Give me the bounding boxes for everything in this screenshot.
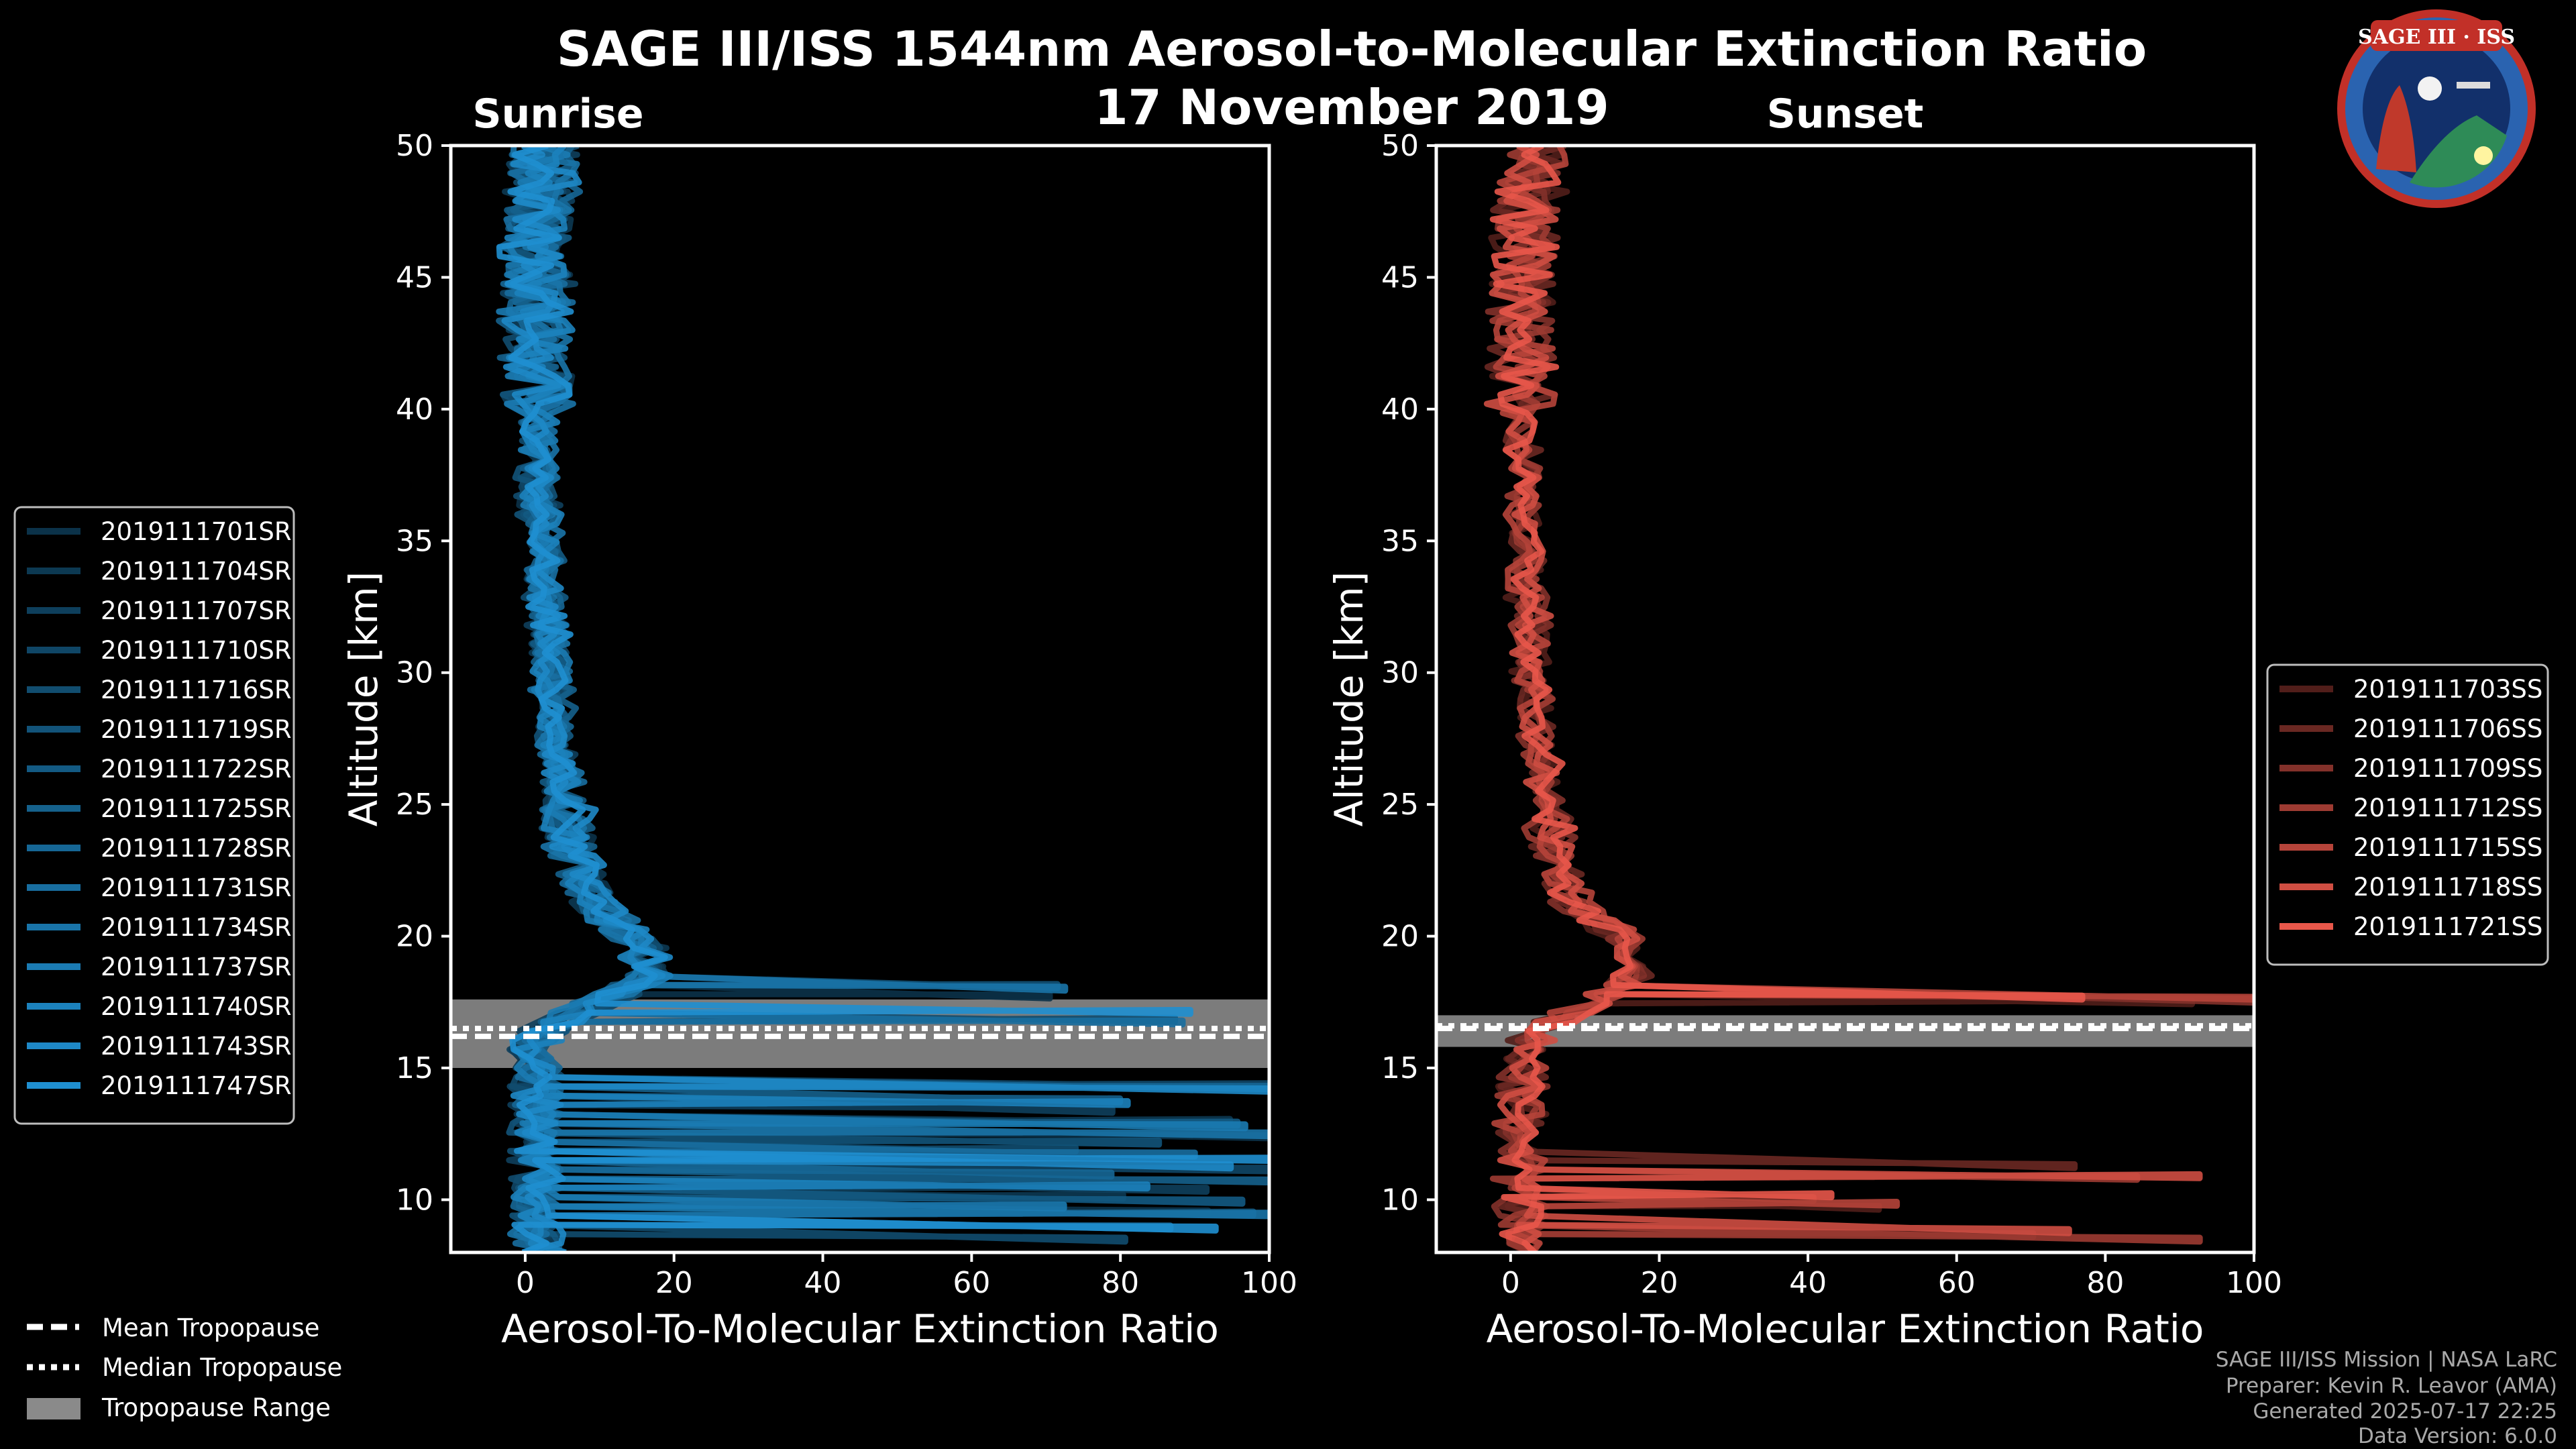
y-tick-label: 50 xyxy=(1381,129,1419,163)
tropopause-range-swatch xyxy=(27,1398,80,1419)
profile-line-2019111718SS xyxy=(1483,146,2203,1252)
logo-banner xyxy=(2371,20,2502,51)
credit-generated: Generated 2025-07-17 22:25 xyxy=(2253,1399,2557,1424)
x-tick-label: 0 xyxy=(516,1266,535,1300)
legend-entry: 2019111710SR xyxy=(101,636,292,665)
y-tick-label: 25 xyxy=(1381,788,1419,822)
plot-frame xyxy=(449,144,1271,1254)
legend-entry: 2019111725SR xyxy=(101,794,292,823)
panel-title: Sunset xyxy=(1767,91,1924,138)
legend-entry: 2019111709SS xyxy=(2353,754,2542,783)
y-tick-label: 15 xyxy=(396,1051,433,1085)
y-tick-label: 15 xyxy=(1381,1051,1419,1085)
legend-entry: 2019111716SR xyxy=(101,676,292,704)
mean-tropopause-label: Mean Tropopause xyxy=(102,1313,320,1342)
figure-date: 17 November 2019 xyxy=(1094,79,1609,136)
legend-entry: 2019111718SS xyxy=(2353,873,2542,902)
legend-entry: 2019111722SR xyxy=(101,755,292,784)
y-tick-label: 50 xyxy=(396,129,433,163)
sunrise-panel: 0 20 40 60 80 100 10 15 20 25 30 35 40 45 50 Aerosol-To… xyxy=(341,91,1297,1352)
y-tick-label: 45 xyxy=(1381,260,1419,294)
y-tick-label: 30 xyxy=(396,656,433,690)
y-tick-label: 35 xyxy=(1381,524,1419,558)
legend-entry: 2019111731SR xyxy=(101,873,292,902)
plot-area xyxy=(451,146,1269,1252)
profile-line-2019111721SS xyxy=(1489,146,2086,1252)
y-tick-label: 25 xyxy=(396,788,433,822)
y-tick-label: 10 xyxy=(1381,1183,1419,1217)
credits: SAGE III/ISS Mission | NASA LaRC Prepare… xyxy=(2216,1348,2557,1448)
y-tick-label: 40 xyxy=(396,392,433,427)
y-tick-label: 40 xyxy=(1381,392,1419,427)
x-tick-label: 60 xyxy=(953,1266,990,1300)
figure-title: SAGE III/ISS 1544nm Aerosol-to-Molecular… xyxy=(557,21,2147,77)
logo-text: SAGE III · ISS xyxy=(2358,25,2515,49)
plot-area xyxy=(1436,146,2254,1252)
legend-entry: 2019111712SS xyxy=(2353,794,2542,822)
iss-station-icon xyxy=(2457,82,2490,89)
y-axis-label: Altitude [km] xyxy=(1326,572,1372,826)
x-tick-label: 100 xyxy=(1241,1266,1297,1300)
x-tick-label: 100 xyxy=(2226,1266,2282,1300)
x-tick-label: 0 xyxy=(1501,1266,1520,1300)
credit-mission: SAGE III/ISS Mission | NASA LaRC xyxy=(2216,1348,2557,1372)
legend-entry: 2019111740SR xyxy=(101,992,292,1021)
legend-entry: 2019111743SR xyxy=(101,1032,292,1061)
median-tropopause-label: Median Tropopause xyxy=(102,1353,342,1382)
plot-frame xyxy=(1434,144,2256,1254)
legend-entry: 2019111707SR xyxy=(101,596,292,625)
legend-entry: 2019111721SS xyxy=(2353,912,2542,941)
sun-icon xyxy=(2474,146,2493,165)
panel-title: Sunrise xyxy=(472,91,643,138)
sunrise-legend: 2019111701SR 2019111704SR 2019111707SR 2019… xyxy=(13,506,295,1125)
profile-line-2019111747SR xyxy=(496,146,1269,1252)
x-tick-label: 80 xyxy=(1102,1266,1139,1300)
credit-version: Data Version: 6.0.0 xyxy=(2358,1424,2557,1448)
legend-entry: 2019111704SR xyxy=(101,557,292,586)
sunset-panel: 0 20 40 60 80 100 10 15 20 25 30 35 40 45 50 Aerosol-To… xyxy=(1326,91,2282,1352)
y-axis-label: Altitude [km] xyxy=(341,572,386,826)
x-tick-label: 20 xyxy=(1640,1266,1678,1300)
tropopause-range-label: Tropopause Range xyxy=(101,1393,331,1422)
legend-entry: 2019111737SR xyxy=(101,953,292,981)
legend-entry: 2019111701SR xyxy=(101,517,292,546)
y-tick-label: 20 xyxy=(396,920,433,954)
x-tick-label: 60 xyxy=(1938,1266,1976,1300)
legend-entry: 2019111728SR xyxy=(101,834,292,863)
legend-entry: 2019111719SR xyxy=(101,715,292,744)
earth-limb-icon xyxy=(2410,115,2507,188)
legend-frame xyxy=(13,506,295,1125)
x-axis-label: Aerosol-To-Molecular Extinction Ratio xyxy=(1487,1306,2204,1352)
x-tick-label: 40 xyxy=(1789,1266,1827,1300)
x-tick-label: 20 xyxy=(655,1266,693,1300)
astronomer-figure-icon xyxy=(2376,85,2416,172)
x-tick-label: 40 xyxy=(804,1266,842,1300)
y-tick-label: 30 xyxy=(1381,656,1419,690)
y-tick-label: 20 xyxy=(1381,920,1419,954)
moon-icon xyxy=(2418,76,2442,101)
legend-entry: 2019111706SS xyxy=(2353,714,2542,743)
credit-preparer: Preparer: Kevin R. Leavor (AMA) xyxy=(2226,1374,2557,1398)
legend-entry: 2019111747SR xyxy=(101,1071,292,1100)
legend-entry: 2019111734SR xyxy=(101,913,292,942)
y-tick-label: 10 xyxy=(396,1183,433,1217)
y-tick-label: 45 xyxy=(396,260,433,294)
sunset-legend: 2019111703SS 2019111706SS 2019111709SS 2019… xyxy=(2266,663,2549,966)
y-tick-label: 35 xyxy=(396,524,433,558)
sage-iii-iss-logo: SAGE III · ISS xyxy=(2337,9,2536,208)
legend-entry: 2019111703SS xyxy=(2353,675,2542,704)
legend-frame xyxy=(2266,663,2549,966)
x-tick-label: 80 xyxy=(2086,1266,2124,1300)
tropopause-legend: Mean Tropopause Median Tropopause Tropop… xyxy=(27,1313,342,1422)
legend-entry: 2019111715SS xyxy=(2353,833,2542,862)
x-axis-label: Aerosol-To-Molecular Extinction Ratio xyxy=(501,1306,1219,1352)
